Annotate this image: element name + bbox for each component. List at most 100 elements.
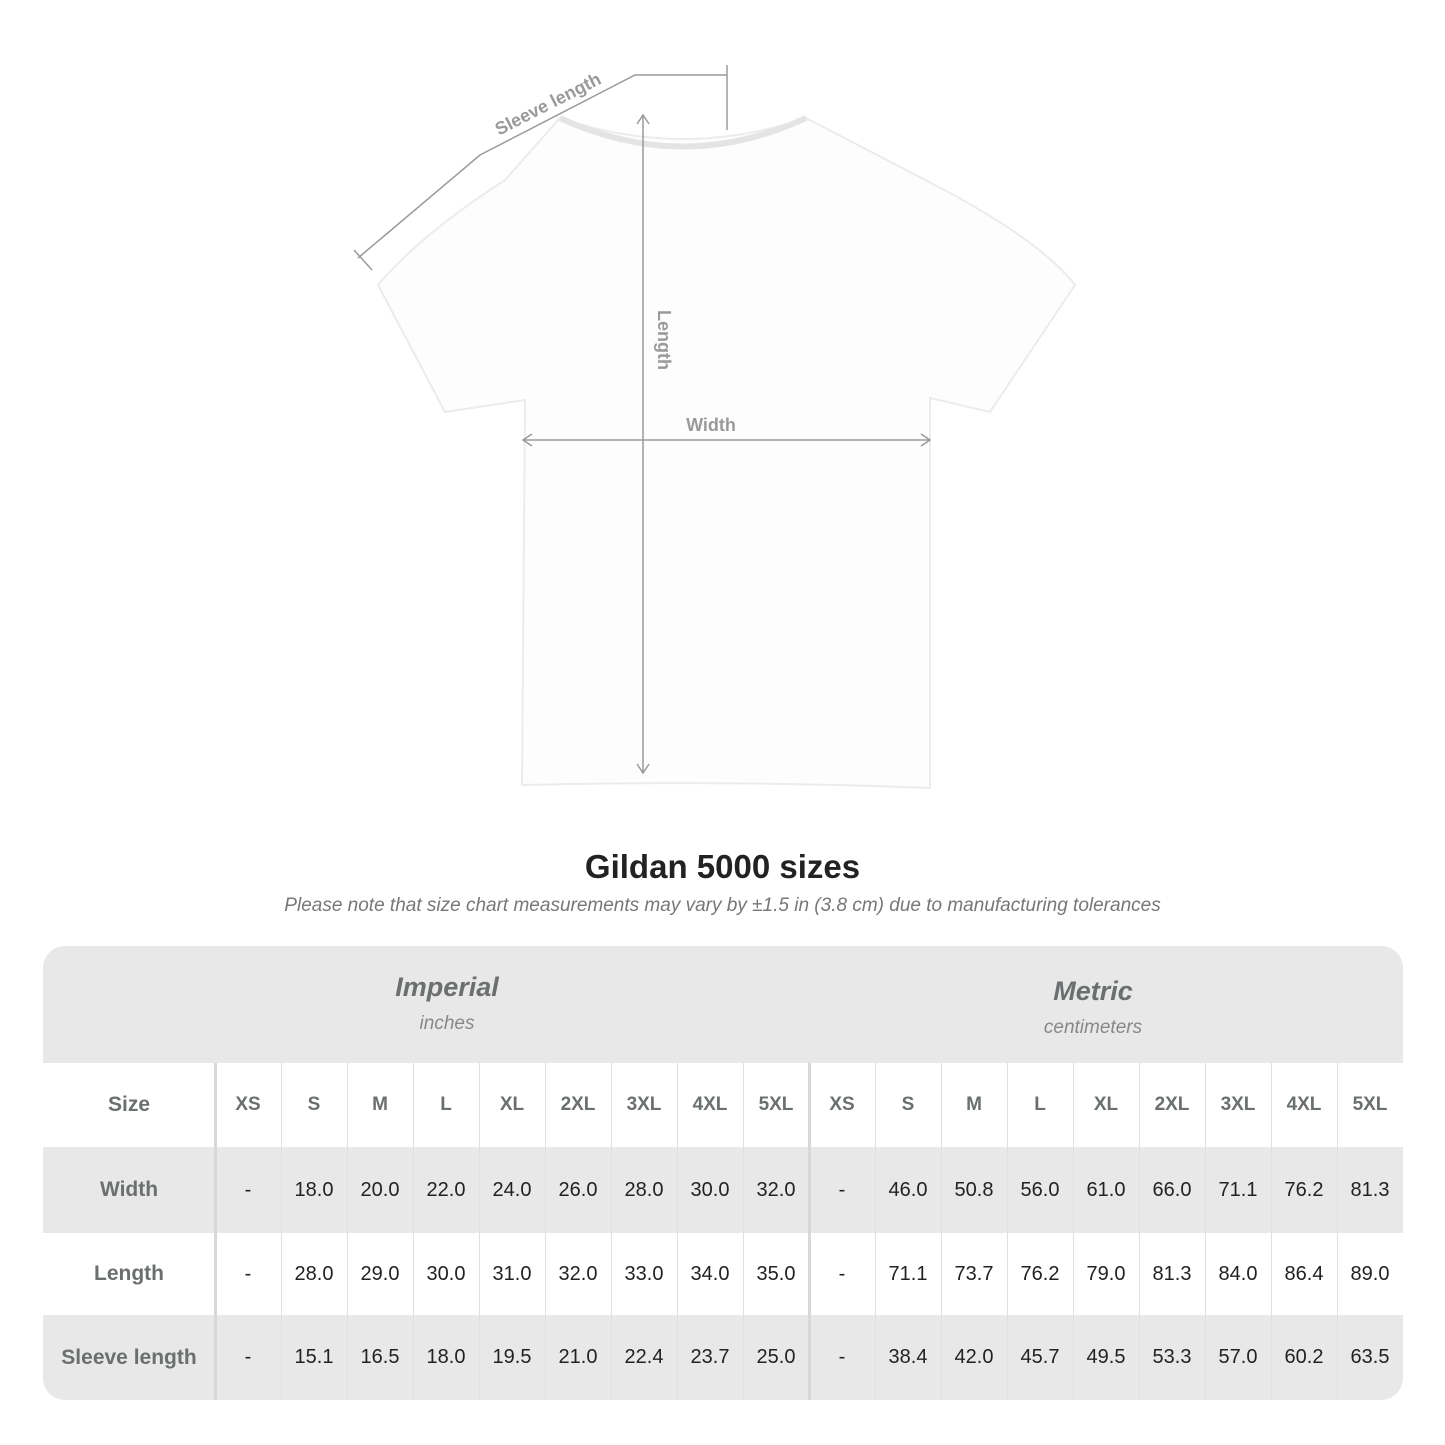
- size-header: 3XL: [626, 1094, 662, 1115]
- column-divider: [347, 1063, 348, 1400]
- cell-imperial: -: [244, 1178, 252, 1201]
- cell-metric: 53.3: [1152, 1346, 1192, 1368]
- imperial-unit: inches: [419, 1013, 475, 1034]
- imperial-header: Imperial inches: [150, 972, 744, 1035]
- cell-imperial: 30.0: [426, 1262, 466, 1285]
- row-label: Sleeve length: [61, 1345, 197, 1369]
- cell-imperial: 25.0: [756, 1346, 796, 1368]
- size-table: Imperial inches Metric centimeters Size X…: [43, 946, 1403, 1400]
- sleeve-length-line: [357, 74, 727, 259]
- cell-imperial: 21.0: [558, 1346, 598, 1368]
- size-label: Size: [107, 1093, 151, 1116]
- column-divider: [413, 1063, 414, 1400]
- row-band: [43, 1315, 1403, 1400]
- cell-imperial: 22.4: [624, 1346, 664, 1368]
- cell-imperial: 22.0: [426, 1178, 466, 1201]
- cell-metric: 71.1: [1218, 1178, 1258, 1201]
- cell-metric: 66.0: [1152, 1178, 1192, 1201]
- cell-metric: 81.3: [1152, 1262, 1192, 1285]
- cell-metric: 56.0: [1020, 1178, 1060, 1201]
- cell-metric: 73.7: [954, 1262, 994, 1285]
- cell-imperial: 16.5: [360, 1346, 400, 1368]
- tshirt-image: [376, 116, 1077, 790]
- column-divider: [479, 1063, 480, 1400]
- column-divider: [1139, 1063, 1140, 1400]
- cell-imperial: 30.0: [690, 1178, 730, 1201]
- cell-imperial: 18.0: [426, 1346, 466, 1368]
- cell-imperial: 33.0: [624, 1262, 664, 1285]
- table-row: Width - 18.0 20.0 22.0 24.0 26.0 28.0 30.0 32.0 - 4…: [43, 1147, 1403, 1233]
- cell-imperial: 20.0: [360, 1178, 400, 1201]
- cell-imperial: 28.0: [624, 1178, 664, 1201]
- column-divider: [214, 1063, 217, 1400]
- cell-metric: 84.0: [1218, 1262, 1258, 1285]
- cell-imperial: -: [244, 1346, 252, 1368]
- cell-metric: 61.0: [1086, 1178, 1126, 1201]
- size-header: XL: [499, 1094, 525, 1115]
- cell-metric: 79.0: [1086, 1262, 1126, 1285]
- size-header: XS: [829, 1094, 855, 1115]
- cell-metric: 81.3: [1350, 1178, 1390, 1201]
- cell-imperial: 32.0: [558, 1262, 598, 1285]
- cell-metric: -: [838, 1178, 846, 1201]
- column-divider: [1007, 1063, 1008, 1400]
- width-label: Width: [686, 415, 736, 435]
- imperial-title: Imperial: [395, 972, 499, 1002]
- size-header: 2XL: [1154, 1094, 1190, 1115]
- size-header: XL: [1093, 1094, 1119, 1115]
- cell-imperial: 31.0: [492, 1262, 532, 1285]
- size-header: L: [1034, 1094, 1046, 1115]
- tshirt-collar: [558, 115, 808, 150]
- cell-metric: 71.1: [888, 1262, 928, 1285]
- column-divider: [1337, 1063, 1338, 1400]
- cell-metric: 86.4: [1284, 1262, 1324, 1285]
- cell-metric: 45.7: [1020, 1346, 1060, 1368]
- cell-metric: 49.5: [1086, 1346, 1126, 1368]
- table-row: Sleeve length - 15.1 16.5 18.0 19.5 21.0 22.4 23…: [43, 1315, 1403, 1400]
- tshirt-diagram: Sleeve length Length Width: [353, 65, 1077, 790]
- size-header: 2XL: [560, 1094, 596, 1115]
- cell-imperial: 35.0: [756, 1262, 796, 1285]
- cell-metric: 76.2: [1020, 1262, 1060, 1285]
- cell-imperial: 28.0: [294, 1262, 334, 1285]
- size-header: S: [901, 1094, 915, 1115]
- cell-imperial: 26.0: [558, 1178, 598, 1201]
- cell-metric: 60.2: [1284, 1346, 1324, 1368]
- cell-imperial: 32.0: [756, 1178, 796, 1201]
- tolerance-note: Please note that size chart measurements…: [284, 895, 1161, 916]
- cell-metric: 42.0: [954, 1346, 994, 1368]
- column-divider: [545, 1063, 546, 1400]
- cell-metric: -: [838, 1262, 846, 1285]
- metric-header: Metric centimeters: [796, 976, 1390, 1039]
- cell-imperial: 34.0: [690, 1262, 730, 1285]
- size-header: M: [966, 1094, 982, 1115]
- column-divider: [941, 1063, 942, 1400]
- column-divider: [1271, 1063, 1272, 1400]
- cell-imperial: 19.5: [492, 1346, 532, 1368]
- cell-imperial: 18.0: [294, 1178, 334, 1201]
- size-header: 5XL: [758, 1094, 794, 1115]
- column-divider: [1073, 1063, 1074, 1400]
- cell-imperial: 29.0: [360, 1262, 400, 1285]
- cell-metric: 63.5: [1350, 1346, 1390, 1368]
- size-header-row: Size XS S M L XL 2XL 3XL 4XL 5XL XS S M L XL 2XL 3XL 4XL 5…: [43, 1063, 1403, 1147]
- cell-imperial: 24.0: [492, 1178, 532, 1201]
- column-divider: [743, 1063, 744, 1400]
- row-label: Width: [99, 1178, 159, 1201]
- cell-metric: 38.4: [888, 1346, 928, 1368]
- cell-metric: 57.0: [1218, 1346, 1258, 1368]
- cell-metric: 89.0: [1350, 1262, 1390, 1285]
- header-band: [43, 946, 1403, 1063]
- column-divider: [808, 1063, 811, 1400]
- size-header: S: [307, 1094, 321, 1115]
- table-row: Length - 28.0 29.0 30.0 31.0 32.0 33.0 34.0 35.0 -…: [43, 1233, 1403, 1315]
- size-header: L: [440, 1094, 452, 1115]
- cell-metric: 46.0: [888, 1178, 928, 1201]
- cell-imperial: -: [244, 1262, 252, 1285]
- size-header: 4XL: [692, 1094, 728, 1115]
- cell-metric: 76.2: [1284, 1178, 1324, 1201]
- metric-unit: centimeters: [1043, 1017, 1143, 1038]
- column-divider: [875, 1063, 876, 1400]
- cell-metric: 50.8: [954, 1178, 994, 1201]
- column-divider: [677, 1063, 678, 1400]
